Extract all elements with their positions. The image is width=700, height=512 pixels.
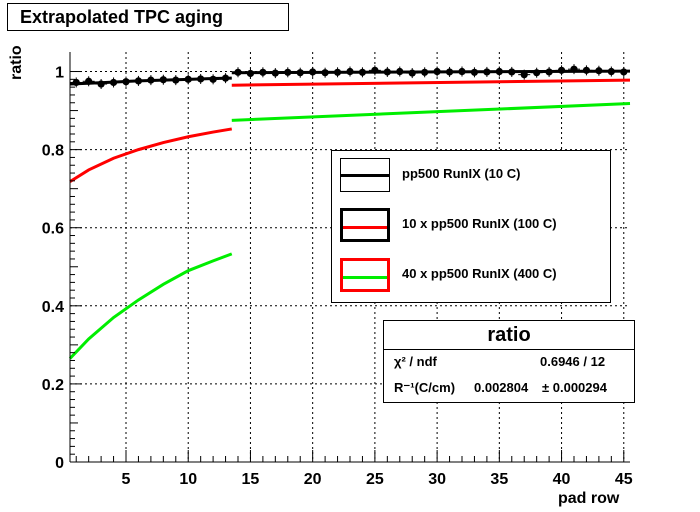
data-point bbox=[470, 68, 479, 76]
data-point bbox=[172, 76, 180, 84]
data-point bbox=[134, 77, 143, 85]
legend-swatch-2 bbox=[340, 208, 390, 242]
data-point bbox=[234, 68, 242, 76]
x-tick-label: 40 bbox=[553, 471, 571, 488]
x-tick-label: 30 bbox=[428, 471, 446, 488]
data-point bbox=[97, 80, 105, 88]
data-point bbox=[85, 77, 93, 85]
legend: pp500 RunIX (10 C) 10 x pp500 RunIX (100… bbox=[331, 150, 611, 303]
curve-outer-3 bbox=[231, 102, 631, 122]
chart-title: Extrapolated TPC aging bbox=[7, 3, 289, 31]
stats-chi2-value: 0.6946 / 12 bbox=[540, 354, 606, 369]
data-point bbox=[72, 78, 80, 87]
y-tick-label: 0 bbox=[55, 455, 64, 472]
axes: 5 10 15 20 25 30 35 40 45 0 0.2 0.4 0.6 0.8 1 bbox=[42, 52, 633, 488]
data-point bbox=[533, 69, 541, 77]
y-axis-title: ratio bbox=[8, 45, 25, 80]
data-point bbox=[109, 78, 118, 87]
x-tick-label: 35 bbox=[490, 471, 508, 488]
x-tick-label: 45 bbox=[615, 471, 633, 488]
curve-inner-3 bbox=[68, 252, 233, 360]
legend-label-1: pp500 RunIX (10 C) bbox=[402, 166, 521, 181]
x-tick-label: 10 bbox=[179, 471, 197, 488]
data-point bbox=[421, 68, 429, 76]
data-point bbox=[495, 67, 503, 76]
y-tick-label: 0.6 bbox=[42, 221, 64, 238]
data-point bbox=[284, 68, 292, 76]
data-point bbox=[607, 67, 615, 76]
y-tick-label: 0.4 bbox=[42, 299, 64, 316]
data-point bbox=[433, 67, 441, 76]
stats-chi2-label: χ² / ndf bbox=[394, 354, 437, 369]
data-points bbox=[70, 64, 630, 90]
data-point bbox=[520, 71, 528, 79]
data-point bbox=[184, 75, 192, 83]
data-point bbox=[396, 67, 404, 76]
data-point bbox=[271, 69, 279, 77]
stats-r-value: 0.002804 bbox=[474, 380, 529, 395]
x-tick-label: 25 bbox=[366, 471, 384, 488]
data-point bbox=[321, 69, 329, 77]
legend-swatch-1 bbox=[340, 158, 390, 192]
data-point bbox=[483, 68, 491, 76]
data-point bbox=[358, 68, 367, 76]
legend-swatch-3 bbox=[340, 258, 390, 292]
data-point bbox=[346, 67, 354, 76]
legend-label-2: 10 x pp500 RunIX (100 C) bbox=[402, 216, 557, 231]
data-point bbox=[159, 76, 167, 84]
data-point bbox=[408, 69, 416, 77]
data-point bbox=[259, 68, 267, 76]
x-tick-label: 5 bbox=[122, 471, 131, 488]
data-point bbox=[458, 67, 466, 76]
data-point bbox=[333, 68, 342, 76]
stats-r-label: R⁻¹(C/cm) bbox=[394, 380, 456, 395]
fit-stats-box: ratio χ² / ndf 0.6946 / 12 R⁻¹(C/cm) 0.0… bbox=[383, 320, 635, 403]
data-point bbox=[296, 69, 304, 77]
stats-r-error: ± 0.000294 bbox=[542, 380, 607, 395]
data-point bbox=[221, 74, 230, 82]
x-tick-label: 15 bbox=[242, 471, 260, 488]
legend-entry-3: 40 x pp500 RunIX (400 C) bbox=[332, 251, 610, 301]
y-tick-label: 1 bbox=[55, 65, 64, 82]
data-point bbox=[197, 75, 205, 83]
y-tick-label: 0.8 bbox=[42, 143, 64, 160]
data-point bbox=[122, 78, 130, 86]
data-point bbox=[545, 68, 553, 76]
legend-entry-2: 10 x pp500 RunIX (100 C) bbox=[332, 201, 610, 251]
y-tick-label: 0.2 bbox=[42, 377, 64, 394]
data-point bbox=[371, 66, 379, 74]
data-point bbox=[595, 67, 603, 75]
data-point bbox=[445, 68, 454, 76]
data-point bbox=[147, 76, 155, 84]
data-point bbox=[383, 68, 391, 76]
x-tick-label: 20 bbox=[304, 471, 322, 488]
data-point bbox=[246, 69, 255, 78]
data-point bbox=[620, 68, 628, 76]
legend-entry-1: pp500 RunIX (10 C) bbox=[332, 151, 610, 201]
stats-title: ratio bbox=[384, 321, 634, 350]
data-point bbox=[557, 66, 566, 74]
data-point bbox=[582, 66, 591, 74]
curve-outer-2 bbox=[231, 78, 631, 87]
data-point bbox=[508, 68, 516, 76]
x-axis-title: pad row bbox=[558, 490, 620, 507]
curve-inner-2 bbox=[69, 127, 233, 183]
data-point bbox=[570, 65, 578, 73]
data-point bbox=[309, 68, 317, 76]
data-point bbox=[209, 75, 217, 83]
legend-label-3: 40 x pp500 RunIX (400 C) bbox=[402, 266, 557, 281]
